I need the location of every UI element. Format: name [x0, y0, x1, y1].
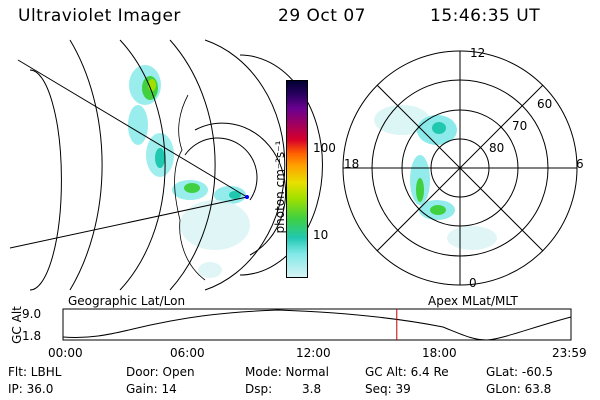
coastline	[174, 94, 206, 281]
mlat-label-60: 60	[537, 97, 553, 111]
geo-grid	[9, 39, 323, 291]
time-tick-1800: 18:00	[422, 346, 457, 360]
altitude-curve	[62, 309, 572, 341]
geographic-panel-label: Geographic Lat/Lon	[68, 294, 186, 308]
dsp-value: 3.8	[302, 382, 322, 396]
colorbar	[286, 80, 308, 278]
filter-value: Flt: LBHL	[8, 365, 62, 379]
dsp-label: Dsp:	[245, 382, 273, 396]
mlt-label-18: 18	[344, 157, 360, 171]
altitude-ytick-max: 9.0	[22, 307, 42, 321]
subsatellite-point	[245, 195, 249, 199]
polar-grid	[342, 50, 578, 286]
mlat-label-70: 70	[512, 119, 528, 133]
colorbar-tick-10: 10	[313, 228, 329, 242]
polar-mlat-mlt-plot	[342, 50, 578, 286]
time-tick-1200: 12:00	[296, 346, 331, 360]
gain-value: Gain: 14	[126, 382, 177, 396]
mlt-label-6: 6	[576, 157, 584, 171]
instrument-title: Ultraviolet Imager	[18, 6, 181, 26]
mlat-label-80: 80	[489, 141, 505, 155]
sequence-number: Seq: 39	[365, 382, 411, 396]
door-status: Door: Open	[126, 365, 195, 379]
mlt-label-12: 12	[470, 46, 486, 60]
mode-value: Mode: Normal	[245, 365, 329, 379]
geo-aurora-emission	[128, 65, 250, 278]
geographic-latitude: GLat: -60.5	[486, 365, 553, 379]
ip-value: IP: 36.0	[8, 382, 54, 396]
polar-aurora-emission	[374, 105, 497, 250]
geographic-longitude: GLon: 63.8	[486, 382, 552, 396]
polar-panel-label: Apex MLat/MLT	[428, 294, 518, 308]
time-tick-0000: 00:00	[48, 346, 83, 360]
image-time: 15:46:35 UT	[430, 6, 541, 26]
gc-altitude: GC Alt: 6.4 Re	[365, 365, 449, 379]
colorbar-unit-label: photon cm⁻²s⁻¹	[273, 140, 287, 234]
time-tick-0600: 06:00	[170, 346, 205, 360]
altitude-strip-plot	[62, 308, 572, 341]
altitude-ytick-min: 1.8	[22, 329, 42, 343]
colorbar-tick-100: 100	[313, 141, 336, 155]
time-tick-2359: 23:59	[552, 346, 587, 360]
geographic-map	[9, 39, 323, 291]
mlt-label-0: 0	[469, 276, 477, 290]
image-date: 29 Oct 07	[278, 6, 366, 26]
